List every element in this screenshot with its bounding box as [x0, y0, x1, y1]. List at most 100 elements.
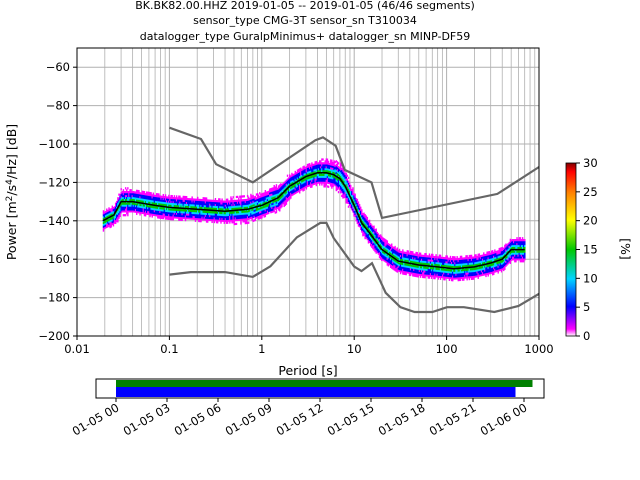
psd-cell — [262, 194, 264, 197]
psd-cell — [447, 272, 450, 276]
psd-cell — [326, 175, 329, 178]
psd-cell — [393, 262, 395, 265]
psd-cell — [195, 217, 198, 221]
psd-cell — [462, 272, 464, 276]
psd-cell — [273, 209, 275, 213]
psd-cell — [195, 202, 198, 205]
psd-cell — [308, 168, 311, 172]
psd-cell — [256, 202, 259, 205]
psd-cell — [409, 270, 412, 273]
psd-cell — [453, 271, 455, 274]
psd-cell — [408, 271, 411, 274]
psd-cell — [392, 246, 394, 249]
psd-cell — [143, 200, 146, 203]
psd-cell — [471, 256, 474, 259]
psd-cell — [479, 274, 482, 277]
psd-cell — [273, 204, 275, 207]
y-axis-label: Power [m2/s4/Hz] [dB] — [4, 124, 19, 260]
psd-cell — [157, 200, 159, 204]
psd-cell — [118, 199, 120, 202]
psd-cell — [486, 251, 488, 254]
psd-cell — [320, 177, 322, 180]
psd-cell — [362, 228, 364, 231]
psd-cell — [486, 265, 488, 268]
psd-cell — [355, 217, 357, 220]
psd-cell — [296, 173, 299, 176]
psd-plot-area: 0.01 0.1 1 10 100 1000 −60−80−100−120−140−160… — [4, 47, 554, 378]
psd-cell — [185, 209, 188, 212]
psd-cell — [439, 273, 442, 277]
psd-cell — [183, 203, 186, 206]
psd-cell — [201, 212, 203, 215]
psd-cell — [108, 215, 110, 218]
psd-cell — [366, 237, 369, 241]
psd-cell — [130, 210, 132, 213]
psd-cell — [276, 206, 279, 210]
psd-cell — [344, 172, 346, 175]
psd-cell — [165, 202, 168, 205]
psd-cell — [289, 195, 291, 198]
psd-cell — [433, 261, 435, 264]
psd-cell — [359, 208, 362, 211]
psd-cell — [231, 207, 233, 210]
psd-cell — [460, 265, 463, 268]
psd-cell — [310, 180, 312, 183]
psd-cell — [281, 203, 283, 206]
psd-cell — [114, 208, 117, 211]
psd-cell — [435, 275, 437, 278]
psd-cell — [210, 214, 212, 218]
psd-cell — [338, 182, 341, 185]
psd-cell — [344, 178, 346, 181]
psd-cell — [338, 174, 341, 178]
psd-cell — [297, 189, 300, 193]
psd-cell — [305, 181, 308, 184]
psd-cell — [397, 269, 400, 272]
psd-cell — [408, 269, 411, 273]
psd-cell — [493, 259, 495, 262]
psd-cell — [233, 203, 236, 206]
psd-cell — [106, 212, 108, 215]
psd-cell — [385, 243, 387, 246]
psd-cell — [122, 198, 125, 201]
psd-cell — [435, 269, 437, 272]
psd-cell — [478, 257, 481, 260]
psd-cell — [130, 198, 132, 201]
psd-cell — [443, 274, 445, 277]
psd-cell — [508, 241, 510, 245]
psd-cell — [266, 206, 269, 209]
psd-cell — [378, 252, 381, 255]
psd-cell — [411, 252, 413, 256]
psd-cell — [303, 180, 305, 184]
psd-cell — [181, 201, 183, 204]
psd-cell — [439, 262, 442, 265]
psd-cell — [406, 269, 408, 272]
psd-cell — [409, 250, 412, 254]
psd-cell — [341, 173, 343, 176]
psd-cell — [484, 273, 486, 276]
psd-cell — [184, 218, 187, 222]
psd-cell — [433, 276, 435, 280]
psd-cell — [480, 256, 483, 259]
psd-cell — [328, 178, 331, 181]
psd-cell — [190, 204, 192, 207]
psd-cell — [134, 191, 137, 194]
psd-cell — [192, 213, 194, 216]
psd-cell — [209, 205, 211, 208]
psd-cell — [476, 257, 478, 260]
psd-cell — [462, 278, 464, 281]
psd-cell — [340, 162, 342, 165]
psd-cell — [483, 271, 485, 274]
psd-cell — [252, 219, 254, 222]
psd-cell — [359, 222, 362, 225]
psd-cell — [394, 263, 396, 266]
psd-cell — [313, 180, 315, 184]
psd-cell — [324, 164, 326, 167]
psd-cell — [215, 211, 218, 214]
psd-cell — [303, 167, 305, 170]
psd-cell — [442, 276, 444, 279]
psd-cell — [394, 249, 396, 252]
psd-cell — [355, 211, 357, 214]
psd-cell — [189, 205, 191, 209]
psd-cell — [405, 257, 407, 260]
psd-cell — [171, 198, 173, 202]
